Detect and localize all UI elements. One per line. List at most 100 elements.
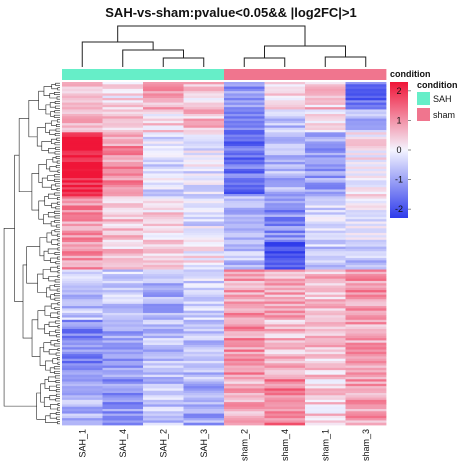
heatmap-cell xyxy=(62,216,103,220)
heatmap-cell xyxy=(264,283,306,286)
heatmap-cell xyxy=(62,168,103,172)
heatmap-cell xyxy=(264,184,306,188)
heatmap-cell xyxy=(345,242,387,245)
dendrogram-branch xyxy=(50,312,58,318)
heatmap-cell xyxy=(305,258,346,261)
heatmap-cell xyxy=(143,116,184,119)
heatmap-cell xyxy=(102,326,144,330)
heatmap-cell xyxy=(224,226,265,229)
heatmap-cell xyxy=(183,178,225,181)
heatmap-cell xyxy=(183,422,225,426)
dendrogram-branch xyxy=(55,128,60,132)
heatmap-cell xyxy=(62,175,103,179)
heatmap-cell xyxy=(224,347,265,350)
dendrogram-branch xyxy=(56,160,60,164)
heatmap-cell xyxy=(62,397,103,401)
heatmap-cell xyxy=(305,198,346,202)
heatmap-cell xyxy=(62,376,103,380)
heatmap-cell xyxy=(224,251,265,254)
heatmap-cell xyxy=(183,360,225,364)
heatmap-cell xyxy=(305,253,346,257)
heatmap-cell xyxy=(264,203,306,206)
heatmap-cell xyxy=(224,157,265,161)
heatmap-cell xyxy=(224,134,265,138)
heatmap-cell xyxy=(345,157,387,161)
heatmap-cell xyxy=(224,221,265,225)
legend-label: SAH xyxy=(433,94,452,104)
dendrogram-branch xyxy=(264,45,346,58)
heatmap-cell xyxy=(224,404,265,408)
dendrogram-branch xyxy=(53,343,60,347)
heatmap-cell xyxy=(345,267,387,270)
heatmap-cell xyxy=(183,223,225,227)
heatmap-cell xyxy=(305,102,346,106)
heatmap-cell xyxy=(102,228,144,232)
heatmap-cell xyxy=(264,340,306,344)
heatmap-cell xyxy=(102,344,144,348)
heatmap-cell xyxy=(224,278,265,282)
heatmap-cell xyxy=(305,287,346,291)
heatmap-cell xyxy=(62,276,103,280)
heatmap-cell xyxy=(62,388,103,392)
dendrogram-branch xyxy=(56,384,60,388)
heatmap-cell xyxy=(305,294,346,298)
heatmap-cell xyxy=(62,303,103,307)
heatmap-cell xyxy=(224,200,265,204)
heatmap-cell xyxy=(102,226,144,229)
heatmap-cell xyxy=(305,107,346,110)
heatmap-cell xyxy=(62,418,103,421)
heatmap-cell xyxy=(264,262,306,266)
heatmap-cell xyxy=(143,178,184,181)
heatmap-cell xyxy=(224,219,265,222)
heatmap-cell xyxy=(102,146,144,149)
heatmap-cell xyxy=(102,347,144,350)
heatmap-cell xyxy=(143,98,184,101)
heatmap-cell xyxy=(183,118,225,122)
dendrogram-branch xyxy=(47,175,55,181)
heatmap-cell xyxy=(183,308,225,312)
heatmap-cell xyxy=(345,171,387,174)
heatmap-cell xyxy=(224,148,265,151)
heatmap-cell xyxy=(183,82,225,85)
heatmap-cell xyxy=(143,260,184,264)
heatmap-cell xyxy=(102,260,144,264)
heatmap-cell xyxy=(305,127,346,131)
heatmap-cell xyxy=(224,269,265,273)
heatmap-cell xyxy=(102,379,144,382)
dendrogram-branch xyxy=(55,412,60,416)
heatmap-cell xyxy=(305,184,346,188)
heatmap-cell xyxy=(62,285,103,289)
heatmap-cell xyxy=(264,397,306,401)
heatmap-cell xyxy=(305,248,346,252)
heatmap-cell xyxy=(102,104,144,108)
heatmap-cell xyxy=(305,191,346,195)
heatmap-cell xyxy=(345,127,387,131)
heatmap-cell xyxy=(264,242,306,245)
dendrogram-branch xyxy=(55,393,60,397)
dendrogram-branch xyxy=(41,177,52,188)
heatmap-cell xyxy=(62,196,103,200)
heatmap-cell xyxy=(345,376,387,380)
heatmap-cell xyxy=(183,328,225,332)
heatmap-cell xyxy=(102,317,144,321)
heatmap-cell xyxy=(143,91,184,94)
heatmap-cell xyxy=(345,260,387,264)
heatmap-cell xyxy=(264,127,306,131)
heatmap-cell xyxy=(62,402,103,405)
heatmap-cell xyxy=(102,411,144,414)
heatmap-cell xyxy=(305,399,346,403)
heatmap-cell xyxy=(264,248,306,252)
dendrogram-branch xyxy=(57,87,60,91)
heatmap-cell xyxy=(102,287,144,291)
dendrogram-branch xyxy=(51,239,58,245)
heatmap-cell xyxy=(183,166,225,170)
heatmap-cell xyxy=(345,212,387,216)
heatmap-cell xyxy=(345,395,387,398)
dendrogram-branch xyxy=(55,329,60,333)
heatmap-cell xyxy=(305,230,346,234)
heatmap-cell xyxy=(143,216,184,220)
heatmap-cell xyxy=(62,171,103,174)
heatmap-cell xyxy=(305,219,346,222)
heatmap-cell xyxy=(62,324,103,328)
heatmap-cell xyxy=(345,104,387,108)
